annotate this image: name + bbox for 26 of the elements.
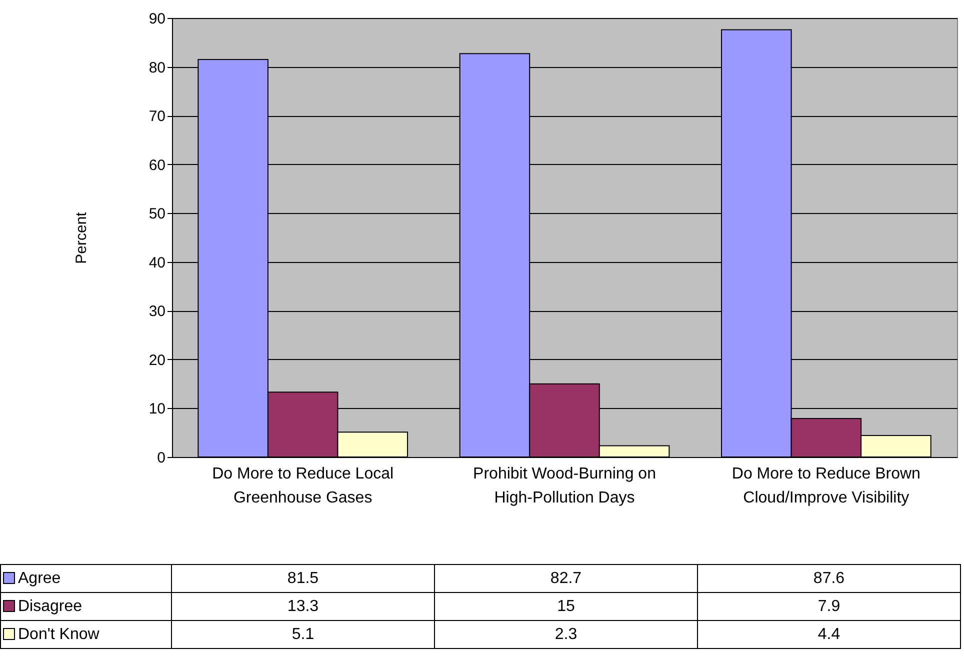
legend-label: Agree: [0, 564, 172, 592]
data-label: 5.1: [172, 620, 434, 648]
data-label: 2.3: [434, 620, 698, 648]
y-tick-label: 50: [148, 206, 166, 223]
y-axis-title: Percent: [72, 211, 90, 264]
y-tick-label: 90: [148, 10, 166, 28]
x-tick-label: Do More to Reduce Brown Cloud/Improve Visibility: [732, 466, 920, 506]
legend-label: Don't Know: [0, 620, 172, 648]
y-tick-label: 40: [148, 254, 166, 272]
data-label: 4.4: [698, 620, 960, 648]
y-tick-label: 70: [148, 108, 166, 126]
data-label: 15: [434, 592, 698, 620]
data-label: 87.6: [698, 564, 960, 592]
legend-label: Disagree: [0, 592, 172, 620]
y-tick-label: 20: [148, 352, 166, 369]
data-label: 82.7: [434, 564, 698, 592]
data-label: 7.9: [698, 592, 960, 620]
data-label: 81.5: [172, 564, 434, 592]
data-label: 13.3: [172, 592, 434, 620]
x-tick-label: Prohibit Wood-Burning on High-Pollution Days: [473, 466, 656, 506]
y-tick-label: 0: [157, 450, 166, 466]
y-tick-label: 10: [148, 400, 166, 418]
y-tick-label: 80: [148, 59, 166, 76]
x-tick-label: Do More to Reduce Local Greenhouse Gases: [212, 466, 394, 506]
y-tick-label: 60: [148, 156, 166, 174]
y-tick-label: 30: [148, 303, 166, 320]
